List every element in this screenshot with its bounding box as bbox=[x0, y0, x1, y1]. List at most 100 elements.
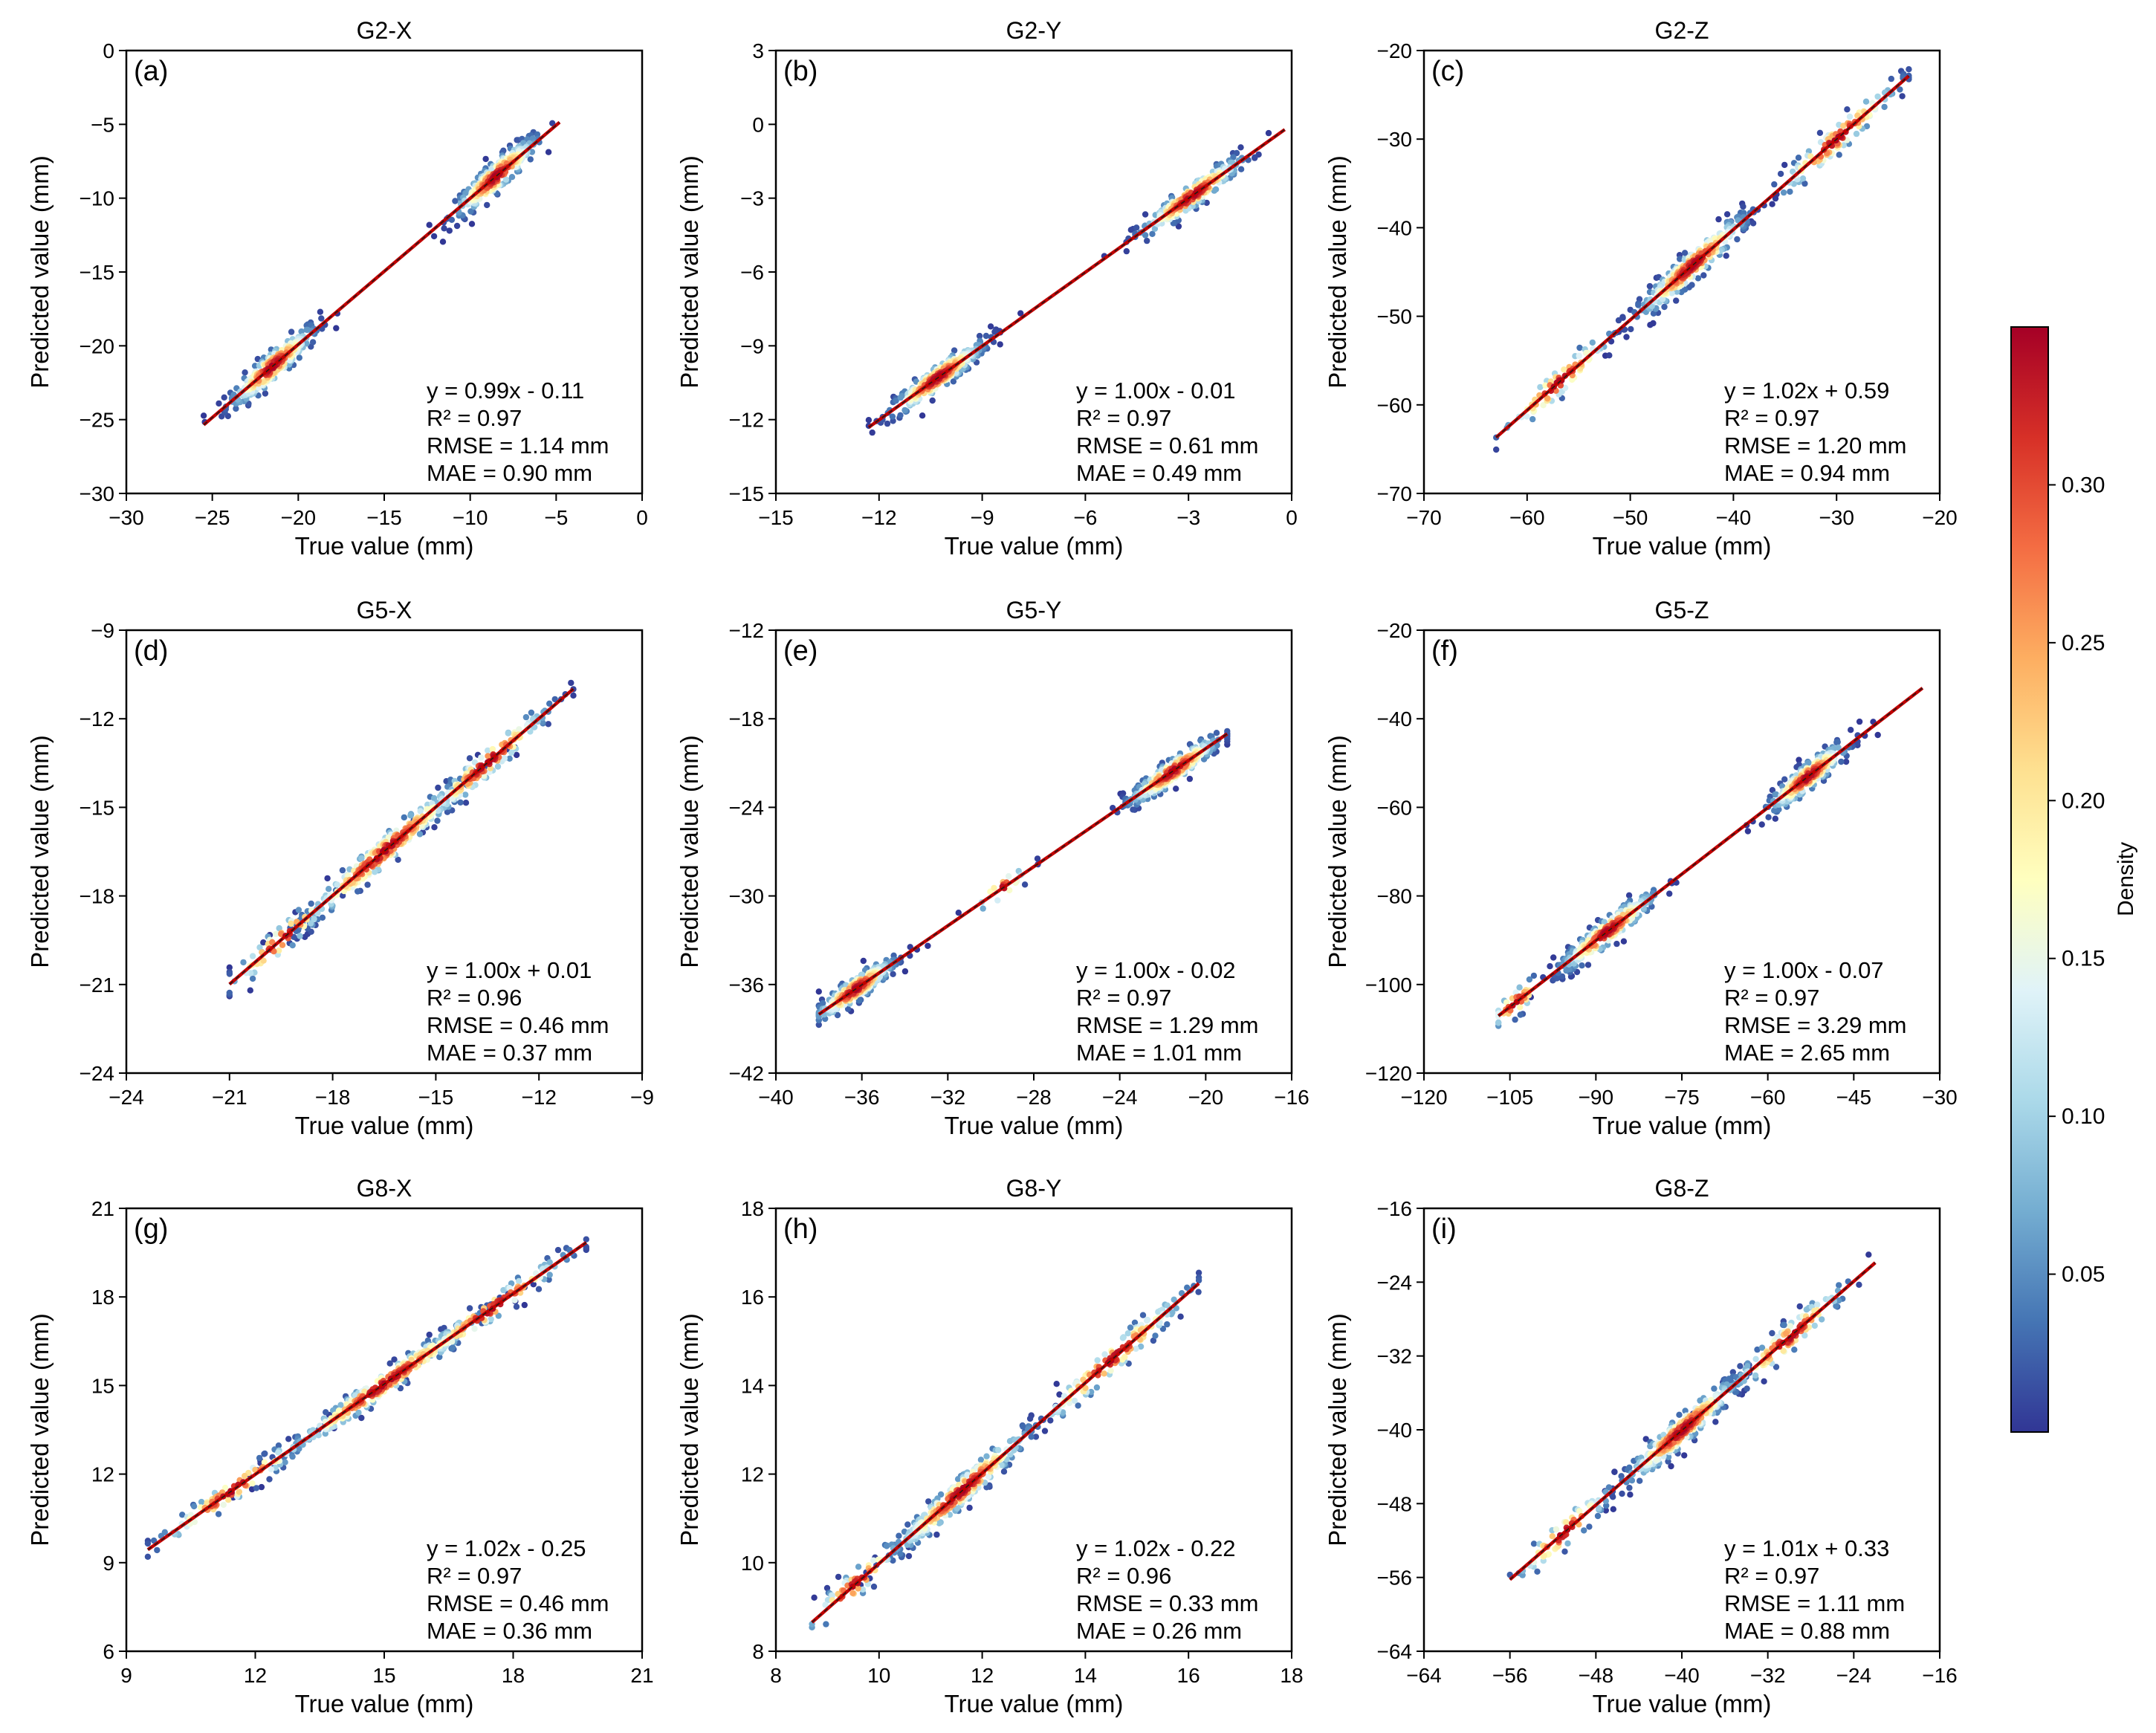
x-tick-label: −90 bbox=[1579, 1086, 1614, 1109]
data-point bbox=[1493, 446, 1500, 453]
data-point bbox=[289, 942, 296, 949]
data-point bbox=[1602, 1507, 1609, 1514]
stats-line: y = 1.00x + 0.01 bbox=[427, 957, 592, 983]
data-point bbox=[1647, 322, 1654, 328]
data-point bbox=[1589, 339, 1596, 346]
data-point bbox=[190, 1503, 198, 1510]
scatter-points bbox=[1506, 1251, 1872, 1578]
data-point bbox=[1579, 962, 1585, 969]
data-point bbox=[1769, 1329, 1775, 1337]
plot-frame bbox=[774, 1207, 1293, 1653]
data-point bbox=[1615, 317, 1622, 324]
plot-frame bbox=[1422, 49, 1941, 495]
data-point bbox=[1637, 1477, 1643, 1484]
stats-line: MAE = 2.65 mm bbox=[1724, 1040, 1890, 1066]
data-point bbox=[823, 1584, 831, 1592]
data-point bbox=[1735, 217, 1741, 224]
data-point bbox=[1123, 247, 1130, 255]
data-point bbox=[528, 149, 536, 155]
y-tick-label: −64 bbox=[1377, 1640, 1413, 1663]
y-tick-label: −30 bbox=[1377, 128, 1413, 151]
data-point bbox=[1681, 250, 1689, 256]
data-point bbox=[1195, 1269, 1202, 1276]
data-point bbox=[1237, 166, 1245, 172]
data-point bbox=[1723, 253, 1729, 259]
data-point bbox=[1550, 954, 1557, 961]
data-point bbox=[508, 174, 516, 181]
subplot-title: G5-X bbox=[357, 597, 412, 623]
data-point bbox=[1581, 1527, 1587, 1534]
data-point bbox=[502, 176, 510, 183]
stats-line: R² = 0.97 bbox=[1724, 985, 1819, 1011]
x-axis-label: True value (mm) bbox=[1593, 1112, 1772, 1139]
data-point bbox=[1619, 1490, 1625, 1497]
data-point bbox=[256, 944, 263, 951]
y-tick-label: −18 bbox=[80, 885, 115, 908]
data-point bbox=[546, 700, 553, 707]
data-point bbox=[925, 1498, 932, 1505]
data-point bbox=[901, 406, 908, 414]
data-point bbox=[317, 308, 324, 315]
plot-frame bbox=[774, 49, 1293, 495]
data-point bbox=[1668, 1462, 1674, 1470]
data-point bbox=[1777, 170, 1784, 178]
data-point bbox=[161, 1529, 168, 1535]
panel-label: (f) bbox=[1431, 635, 1458, 667]
y-tick-label: 8 bbox=[752, 1640, 764, 1663]
data-point bbox=[1781, 776, 1788, 783]
x-tick-label: 15 bbox=[372, 1664, 395, 1687]
data-point bbox=[309, 339, 317, 346]
data-point bbox=[242, 369, 248, 376]
data-point bbox=[1758, 1344, 1766, 1351]
subplot-g5-x: −24 −21 −18 −15 −12 −9−24−21−18−15−12−9G5-X(d… bbox=[26, 597, 654, 1139]
data-point bbox=[1787, 1323, 1794, 1329]
data-point bbox=[154, 1546, 161, 1554]
data-point bbox=[269, 939, 276, 946]
data-point bbox=[855, 997, 863, 1004]
data-point bbox=[1195, 1277, 1202, 1284]
data-point bbox=[1094, 1357, 1101, 1364]
data-point bbox=[1563, 1519, 1570, 1526]
plot-frame bbox=[1422, 629, 1941, 1075]
data-point bbox=[276, 947, 282, 954]
data-point bbox=[273, 930, 279, 938]
data-point bbox=[1906, 66, 1912, 73]
x-tick-label: −9 bbox=[971, 506, 994, 529]
data-point bbox=[1628, 325, 1634, 333]
y-tick-label: 15 bbox=[91, 1374, 114, 1397]
x-tick-label: 10 bbox=[867, 1664, 890, 1687]
y-tick-label: −6 bbox=[740, 261, 764, 284]
data-point bbox=[216, 400, 222, 407]
x-tick-label: −60 bbox=[1750, 1086, 1786, 1109]
y-tick-label: 12 bbox=[91, 1463, 114, 1486]
data-point bbox=[1726, 1376, 1732, 1382]
data-point bbox=[1137, 1343, 1145, 1350]
data-point bbox=[226, 971, 233, 977]
x-tick-label: 18 bbox=[1280, 1664, 1303, 1687]
stats-line: y = 1.00x - 0.02 bbox=[1076, 957, 1236, 983]
data-point bbox=[508, 749, 515, 756]
data-point bbox=[256, 1454, 263, 1462]
data-point bbox=[1586, 1523, 1593, 1530]
data-point bbox=[1678, 288, 1685, 296]
data-point bbox=[535, 1286, 543, 1292]
data-point bbox=[282, 1459, 288, 1465]
x-tick-label: −16 bbox=[1922, 1664, 1958, 1687]
data-point bbox=[1863, 123, 1871, 130]
y-tick-label: −36 bbox=[729, 974, 765, 997]
panel-label: (c) bbox=[1431, 56, 1464, 87]
stats-line: RMSE = 1.20 mm bbox=[1724, 433, 1907, 459]
data-point bbox=[1711, 1385, 1718, 1392]
identity-line bbox=[1509, 1262, 1876, 1581]
stats-line: R² = 0.97 bbox=[1076, 985, 1171, 1011]
stats-line: y = 1.00x - 0.01 bbox=[1076, 378, 1236, 404]
y-tick-label: −12 bbox=[729, 619, 765, 642]
data-point bbox=[466, 1305, 473, 1312]
data-point bbox=[980, 905, 986, 912]
y-axis-label: Predicted value (mm) bbox=[1324, 735, 1351, 968]
y-tick-label: −20 bbox=[1377, 39, 1413, 62]
data-point bbox=[339, 866, 346, 874]
stats-line: MAE = 0.90 mm bbox=[427, 460, 592, 486]
data-point bbox=[1537, 383, 1544, 391]
subplot-title: G5-Z bbox=[1655, 597, 1709, 623]
